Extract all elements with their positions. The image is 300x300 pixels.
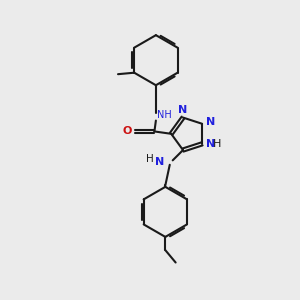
Text: N: N	[206, 139, 215, 149]
Text: H: H	[213, 139, 222, 149]
Text: N: N	[206, 117, 215, 127]
Text: O: O	[123, 126, 132, 136]
Text: N: N	[178, 105, 187, 115]
Text: NH: NH	[158, 110, 172, 120]
Text: H: H	[146, 154, 154, 164]
Text: N: N	[154, 157, 164, 167]
